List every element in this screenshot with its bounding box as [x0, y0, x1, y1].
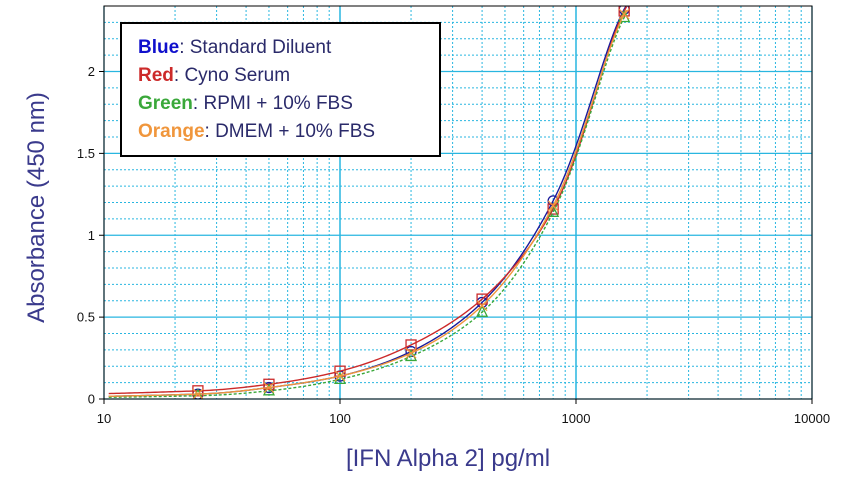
y-axis-title: Absorbance (450 nm) — [23, 92, 50, 323]
y-tick-label: 0 — [88, 392, 95, 407]
data-point — [192, 385, 204, 397]
series-cross — [108, 8, 630, 399]
data-point — [334, 370, 346, 382]
data-point — [192, 388, 204, 399]
data-point — [263, 382, 275, 393]
x-tick-label: 100 — [329, 411, 351, 426]
x-tick-label: 10 — [97, 411, 111, 426]
data-point — [405, 347, 417, 359]
legend-label: : RPMI + 10% FBS — [193, 93, 353, 114]
legend-entry: Red: Cyno Serum — [138, 65, 290, 86]
data-point — [476, 304, 489, 317]
x-axis-title: [IFN Alpha 2] pg/ml — [346, 445, 550, 472]
legend-entry: Green: RPMI + 10% FBS — [138, 93, 353, 114]
plot-frame — [103, 5, 813, 400]
data-point — [263, 378, 275, 390]
data-point — [547, 200, 559, 212]
data-series — [108, 6, 631, 399]
legend-entry: Blue: Standard Diluent — [138, 37, 332, 58]
axis-ticks: 10 100 1000 10000 0 0.5 1 1.5 2 — [77, 64, 830, 426]
data-point — [618, 6, 630, 17]
legend-box — [120, 22, 441, 157]
series-line — [108, 9, 628, 397]
legend-key: Green — [138, 93, 193, 114]
legend-key: Red — [138, 65, 174, 86]
data-point — [547, 203, 559, 215]
legend-label: : DMEM + 10% FBS — [205, 121, 376, 142]
data-point — [476, 293, 488, 305]
y-tick-label: 2 — [88, 64, 95, 79]
axis-titles: [IFN Alpha 2] pg/ml Absorbance (450 nm) — [23, 92, 550, 472]
legend-key: Blue — [138, 37, 179, 58]
x-tick-label: 10000 — [794, 411, 830, 426]
legend-label: : Cyno Serum — [174, 65, 290, 86]
legend-label: : Standard Diluent — [179, 37, 332, 58]
y-tick-label: 0.5 — [77, 310, 95, 325]
data-point — [476, 300, 488, 312]
y-tick-label: 1.5 — [77, 146, 95, 161]
y-tick-label: 1 — [88, 228, 95, 243]
x-tick-label: 1000 — [562, 411, 591, 426]
legend-entry: Orange: DMEM + 10% FBS — [138, 121, 375, 142]
data-point — [618, 8, 630, 20]
legend-key: Orange — [138, 121, 205, 142]
